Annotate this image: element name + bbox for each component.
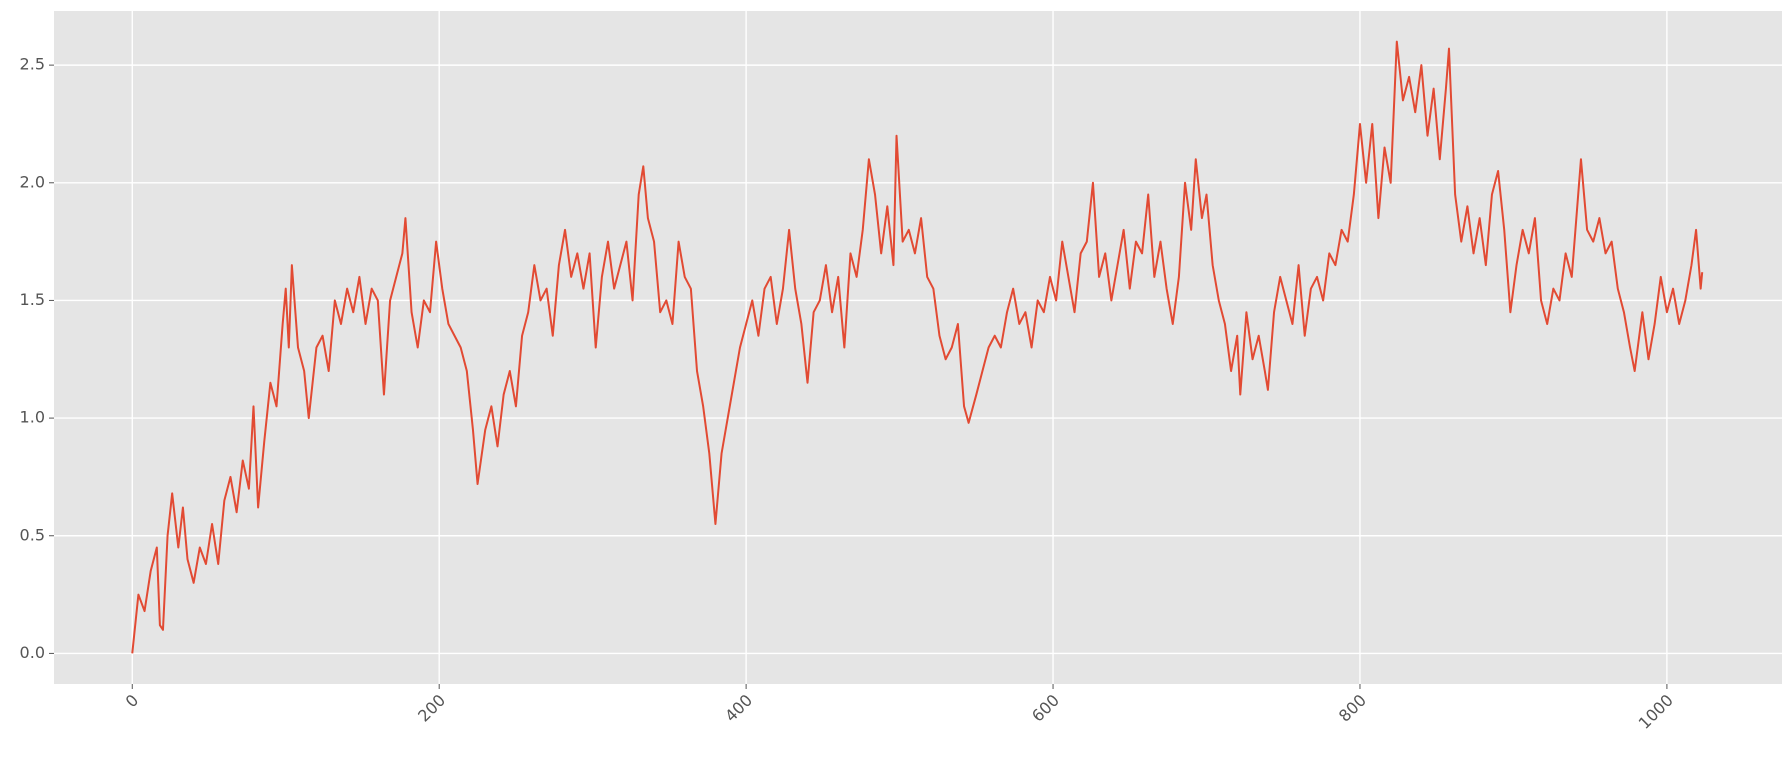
x-tick-label: 1000 <box>1635 691 1677 733</box>
y-tick-label: 2.5 <box>20 55 45 74</box>
y-tick-label: 2.0 <box>20 172 45 191</box>
y-tick-label: 1.0 <box>20 408 45 427</box>
data-line <box>131 40 1704 654</box>
x-tick-label: 800 <box>1335 691 1370 726</box>
x-tick-label: 200 <box>414 691 449 726</box>
y-tick-label: 1.5 <box>20 290 45 309</box>
x-tick-label: 400 <box>721 691 756 726</box>
y-tick-label: 0.0 <box>20 643 45 662</box>
x-tick-label: 600 <box>1028 691 1063 726</box>
plot-area <box>54 11 1782 684</box>
y-tick-label: 0.5 <box>20 525 45 544</box>
x-tick-label: 0 <box>122 691 143 712</box>
